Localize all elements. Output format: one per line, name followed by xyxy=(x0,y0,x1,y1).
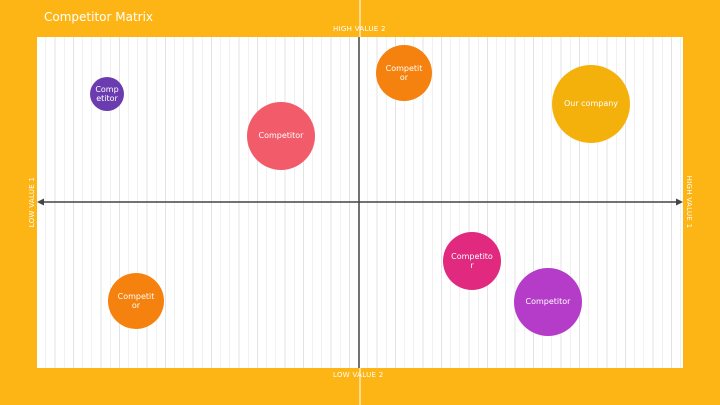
axis-label: HIGH VALUE 1 xyxy=(685,175,693,229)
bubble-label: Competitor xyxy=(258,131,304,141)
bubble: Competitor xyxy=(443,232,501,290)
bubble: Competitor xyxy=(90,77,124,111)
bubble-label: Competitor xyxy=(451,251,493,270)
arrow-left xyxy=(37,198,44,206)
arrow-right xyxy=(676,198,683,206)
bubble: Our company xyxy=(552,65,630,143)
bubble-label: Competitor xyxy=(385,63,423,82)
axis-label: HIGH VALUE 2 xyxy=(333,25,386,33)
bubble: Competitor xyxy=(376,45,432,101)
bubble-label: Competitor xyxy=(525,297,571,307)
axis-label: LOW VALUE 1 xyxy=(28,176,36,228)
axis-label: LOW VALUE 2 xyxy=(333,371,384,379)
bubble: Competitor xyxy=(247,102,315,170)
bubble-label: Our company xyxy=(563,99,619,109)
bubble-label: Competitor xyxy=(117,291,155,310)
bubble: Competitor xyxy=(108,273,164,329)
title: Competitor Matrix xyxy=(44,10,154,24)
bubble-label: Competitor xyxy=(95,84,119,103)
bubble: Competitor xyxy=(514,268,582,336)
